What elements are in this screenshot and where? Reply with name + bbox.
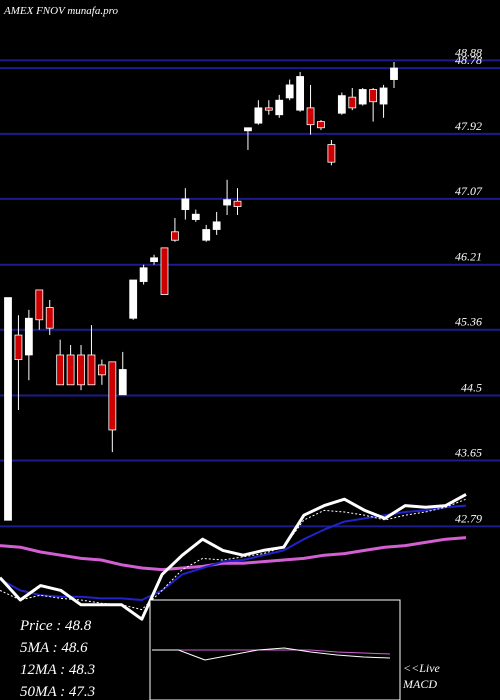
candle-body [264,107,273,111]
candle-body [244,127,252,132]
candle-body [118,369,127,396]
indicator-panel [0,493,467,621]
candle-body [285,84,294,99]
candle-body [254,107,263,124]
candle-body [233,200,242,207]
candle-body [191,213,200,220]
candle-body [358,89,367,105]
macd-panel [152,647,391,661]
candle-body [317,121,325,129]
stat: 5MA : 48.6 [20,640,88,656]
candle-body [171,231,179,241]
candle-body [77,354,85,386]
candle-body [348,96,357,109]
candle-body [327,144,336,163]
candle-body [296,76,305,111]
indicator-line [152,649,391,655]
y-tick-label: 43.65 [455,446,482,460]
candle-body [306,107,315,126]
y-tick-label: 48.78 [455,53,482,67]
candle-body [4,297,12,521]
candle-body [24,317,33,356]
y-tick-label: 47.92 [455,119,482,133]
candle-body [379,87,388,105]
candle-body [56,354,65,386]
candle-body [150,257,158,263]
chart-title: AMEX FNOV munafa.pro [3,5,118,17]
candle-body [202,229,211,241]
indicator-line [0,493,467,621]
macd-label: MACD [402,677,437,691]
stat: 12MA : 48.3 [20,662,95,678]
candle-body [108,361,117,431]
stat: Price : 48.8 [19,618,92,634]
grid [0,59,500,528]
live-label: <<Live [403,661,441,675]
y-tick-label: 48.88 [455,45,482,59]
y-tick-label: 45.36 [455,315,482,329]
candle-body [35,289,44,321]
candle-body [87,354,96,386]
candle-body [139,267,148,282]
indicator-line [0,536,467,572]
candle-body [390,67,398,80]
candle-body [337,95,346,114]
candle-body [212,221,221,230]
y-tick-label: 47.07 [455,184,483,198]
indicator-line [0,498,467,611]
y-tick-label: 46.21 [455,250,482,264]
candle-body [97,364,106,376]
y-tick-label: 42.79 [455,511,482,525]
candle-body [160,247,169,295]
candle-body [223,199,231,206]
candle-body [369,89,378,103]
y-tick-label: 44.5 [461,381,482,395]
candle-body [14,334,23,360]
candle-body [129,279,138,319]
stat: 50MA : 47.3 [20,684,95,700]
candle-body [181,198,190,211]
candle-body [66,354,75,386]
candle-body [45,307,54,329]
candles [4,61,398,521]
indicator-line [152,647,391,661]
candle-body [275,99,284,116]
